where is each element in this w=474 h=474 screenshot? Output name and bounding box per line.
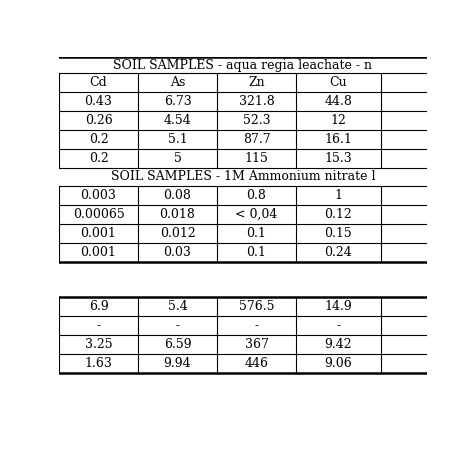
Text: SOIL SAMPLES - 1M Ammonium nitrate l: SOIL SAMPLES - 1M Ammonium nitrate l (110, 171, 375, 183)
Text: 9.06: 9.06 (325, 357, 352, 370)
Text: 0.1: 0.1 (246, 227, 266, 240)
Text: 15.3: 15.3 (325, 152, 352, 165)
Text: 0.00065: 0.00065 (73, 208, 125, 221)
Text: 0.43: 0.43 (85, 95, 112, 108)
Text: 3.25: 3.25 (85, 338, 112, 351)
Text: 4.54: 4.54 (164, 114, 191, 127)
Text: 9.94: 9.94 (164, 357, 191, 370)
Text: 0.08: 0.08 (164, 189, 191, 202)
Text: As: As (170, 76, 185, 89)
Text: -: - (337, 319, 340, 332)
Text: 0.15: 0.15 (325, 227, 352, 240)
Text: 52.3: 52.3 (243, 114, 270, 127)
Text: 0.12: 0.12 (325, 208, 352, 221)
Text: 0.03: 0.03 (164, 246, 191, 259)
Text: 5.4: 5.4 (168, 300, 187, 313)
Text: 1.63: 1.63 (85, 357, 112, 370)
Text: 5.1: 5.1 (168, 133, 187, 146)
Text: 5: 5 (173, 152, 182, 165)
Text: 321.8: 321.8 (238, 95, 274, 108)
Text: 0.8: 0.8 (246, 189, 266, 202)
Text: -: - (255, 319, 259, 332)
Text: 115: 115 (245, 152, 268, 165)
Text: Zn: Zn (248, 76, 265, 89)
Text: < 0,04: < 0,04 (235, 208, 278, 221)
Text: 0.012: 0.012 (160, 227, 195, 240)
Text: 1: 1 (335, 189, 342, 202)
Text: 0.26: 0.26 (85, 114, 112, 127)
Text: 6.9: 6.9 (89, 300, 109, 313)
Text: 446: 446 (245, 357, 268, 370)
Text: 0.1: 0.1 (246, 246, 266, 259)
Text: -: - (175, 319, 180, 332)
Text: 0.003: 0.003 (81, 189, 117, 202)
Text: Cd: Cd (90, 76, 108, 89)
Text: 0.2: 0.2 (89, 152, 109, 165)
Text: -: - (97, 319, 100, 332)
Text: 6.59: 6.59 (164, 338, 191, 351)
Text: 12: 12 (330, 114, 346, 127)
Text: Cu: Cu (329, 76, 347, 89)
Text: 14.9: 14.9 (325, 300, 352, 313)
Text: 6.73: 6.73 (164, 95, 191, 108)
Text: 0.018: 0.018 (160, 208, 195, 221)
Text: 16.1: 16.1 (325, 133, 352, 146)
Text: 576.5: 576.5 (239, 300, 274, 313)
Text: 0.001: 0.001 (81, 246, 117, 259)
Text: 367: 367 (245, 338, 268, 351)
Text: 0.2: 0.2 (89, 133, 109, 146)
Text: 87.7: 87.7 (243, 133, 270, 146)
Text: 44.8: 44.8 (325, 95, 352, 108)
Text: SOIL SAMPLES - aqua regia leachate - n: SOIL SAMPLES - aqua regia leachate - n (113, 59, 373, 72)
Text: 9.42: 9.42 (325, 338, 352, 351)
Text: 0.001: 0.001 (81, 227, 117, 240)
Text: 0.24: 0.24 (325, 246, 352, 259)
